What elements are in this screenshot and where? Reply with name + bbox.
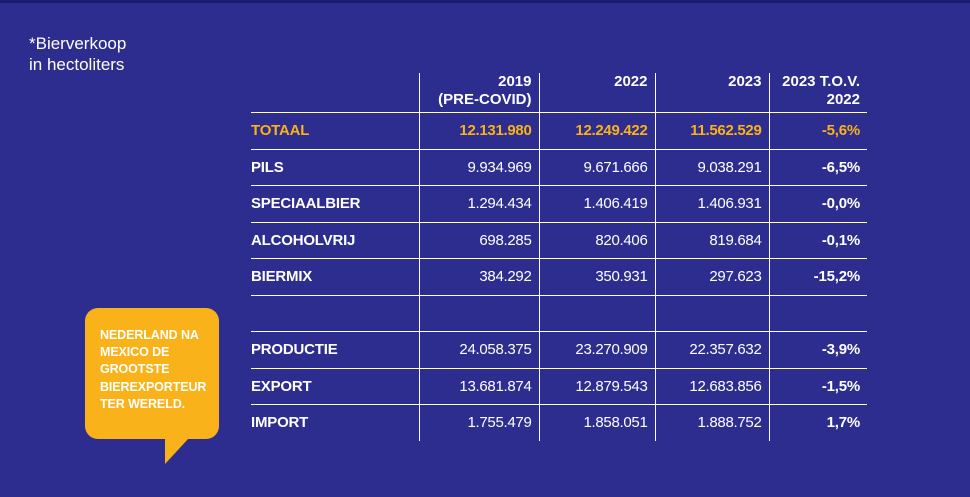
table-row: PRODUCTIE 24.058.375 23.270.909 22.357.632-… bbox=[251, 331, 867, 369]
top-border bbox=[0, 0, 970, 3]
table-body: TOTAAL 12.131.980 12.249.422 11.562.529 -5,6… bbox=[251, 112, 867, 441]
header-change: 2023 T.O.V. 2022 bbox=[768, 73, 867, 113]
callout-tail bbox=[165, 438, 189, 464]
value-2019: 13.681.874 bbox=[418, 368, 539, 405]
value-2019: 698.285 bbox=[418, 222, 539, 259]
empty-cell bbox=[418, 295, 539, 332]
table-row: ALCOHOLVRIJ 698.285 820.406 819.684 -0,1% bbox=[251, 222, 867, 259]
callout-line: NEDERLAND NA bbox=[100, 328, 199, 342]
callout-text: NEDERLAND NA MEXICO DE GROOTSTE BIEREXPO… bbox=[100, 327, 206, 413]
value-2022: 9.671.666 bbox=[538, 149, 655, 186]
beer-sales-table: 2019 (PRE-COVID) 2022 2023 2023 T.O.V. 2… bbox=[251, 73, 867, 441]
row-label: PRODUCTIE bbox=[251, 331, 419, 369]
value-change: 1,7% bbox=[768, 404, 867, 441]
value-2022: 12.879.543 bbox=[538, 368, 655, 405]
header-2019-line2: (PRE-COVID) bbox=[438, 91, 532, 108]
value-2023: 22.357.632 bbox=[654, 331, 769, 369]
value-2022: 1.858.051 bbox=[538, 404, 655, 441]
value-change: -5,6% bbox=[768, 112, 867, 150]
table-spacer-row bbox=[251, 295, 867, 332]
table-row: SPECIAALBIER 1.294.434 1.406.419 1.406.931-… bbox=[251, 185, 867, 223]
value-2019: 12.131.980 bbox=[418, 112, 539, 150]
value-2023: 297.623 bbox=[654, 258, 769, 296]
table-row: PILS 9.934.969 9.671.666 9.038.291 -6,5% bbox=[251, 149, 867, 186]
value-2019: 24.058.375 bbox=[418, 331, 539, 369]
header-change-line1: 2023 T.O.V. bbox=[782, 73, 860, 90]
value-2022: 820.406 bbox=[538, 222, 655, 259]
unit-note-line2: in hectoliters bbox=[29, 55, 125, 74]
unit-note: *Bierverkoop in hectoliters bbox=[29, 33, 126, 75]
value-2023: 9.038.291 bbox=[654, 149, 769, 186]
value-2019: 1.755.479 bbox=[418, 404, 539, 441]
row-label: PILS bbox=[251, 149, 419, 186]
value-change: -0,1% bbox=[768, 222, 867, 259]
table-row: BIERMIX 384.292 350.931 297.623 -15,2% bbox=[251, 258, 867, 296]
callout-line: BIEREXPORTEUR bbox=[100, 379, 207, 394]
value-change: -6,5% bbox=[768, 149, 867, 186]
value-2022: 12.249.422 bbox=[538, 112, 655, 150]
row-label: TOTAAL bbox=[251, 112, 419, 150]
header-2022: 2022 bbox=[538, 73, 655, 113]
empty-cell bbox=[251, 295, 419, 332]
value-change: -15,2% bbox=[768, 258, 867, 296]
header-2019: 2019 (PRE-COVID) bbox=[418, 73, 539, 113]
value-2019: 384.292 bbox=[418, 258, 539, 296]
table-row: TOTAAL 12.131.980 12.249.422 11.562.529 -5,6… bbox=[251, 112, 867, 150]
value-2023: 1.406.931 bbox=[654, 185, 769, 223]
value-2022: 23.270.909 bbox=[538, 331, 655, 369]
callout-line: GROOTSTE bbox=[100, 362, 170, 377]
value-2022: 1.406.419 bbox=[538, 185, 655, 223]
value-2022: 350.931 bbox=[538, 258, 655, 296]
table-row: IMPORT 1.755.479 1.858.051 1.888.752 1,7% bbox=[251, 404, 867, 441]
callout-line: MEXICO DE bbox=[100, 345, 170, 360]
value-change: -3,9% bbox=[768, 331, 867, 369]
header-empty bbox=[251, 73, 419, 113]
table-header-row: 2019 (PRE-COVID) 2022 2023 2023 T.O.V. 2… bbox=[251, 73, 867, 113]
value-2023: 1.888.752 bbox=[654, 404, 769, 441]
header-2019-line1: 2019 bbox=[498, 73, 532, 90]
empty-cell bbox=[654, 295, 769, 332]
callout-bubble: NEDERLAND NA MEXICO DE GROOTSTE BIEREXPO… bbox=[85, 308, 219, 439]
empty-cell bbox=[538, 295, 655, 332]
value-change: -0,0% bbox=[768, 185, 867, 223]
header-change-line2: 2022 bbox=[826, 91, 860, 108]
value-2023: 11.562.529 bbox=[654, 112, 769, 150]
value-2019: 1.294.434 bbox=[418, 185, 539, 223]
row-label: SPECIAALBIER bbox=[251, 185, 419, 223]
value-2019: 9.934.969 bbox=[418, 149, 539, 186]
row-label: BIERMIX bbox=[251, 258, 419, 296]
empty-cell bbox=[768, 295, 867, 332]
header-2023: 2023 bbox=[654, 73, 769, 113]
value-2023: 819.684 bbox=[654, 222, 769, 259]
row-label: EXPORT bbox=[251, 368, 419, 405]
table-row: EXPORT 13.681.874 12.879.543 12.683.856 -1,5… bbox=[251, 368, 867, 405]
value-2023: 12.683.856 bbox=[654, 368, 769, 405]
value-change: -1,5% bbox=[768, 368, 867, 405]
callout-line: TER WERELD. bbox=[100, 396, 186, 411]
row-label: ALCOHOLVRIJ bbox=[251, 222, 419, 259]
unit-note-line1: *Bierverkoop bbox=[29, 34, 127, 53]
row-label: IMPORT bbox=[251, 414, 309, 432]
